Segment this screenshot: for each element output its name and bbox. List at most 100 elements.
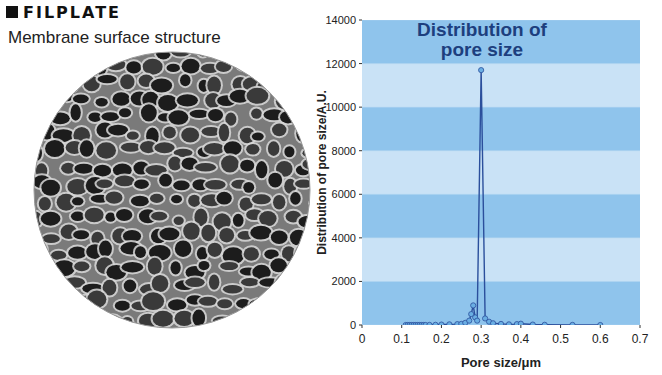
- pore-rim: [37, 265, 58, 281]
- pore: [276, 93, 295, 109]
- grid-line: [362, 150, 640, 151]
- pore: [284, 146, 294, 157]
- pore: [195, 163, 216, 172]
- pore-rim: [269, 228, 290, 246]
- pore-rim: [125, 130, 141, 142]
- point: [439, 322, 444, 325]
- pore: [252, 132, 264, 140]
- pore-rim: [319, 70, 337, 91]
- pore-rim: [207, 273, 221, 292]
- pore: [233, 214, 244, 227]
- pore-rim: [319, 290, 340, 309]
- pore: [36, 72, 47, 89]
- pore-rim: [94, 140, 118, 160]
- x-axis-label: Pore size/μm: [461, 355, 541, 370]
- grid-band: [362, 20, 640, 64]
- pore: [121, 143, 141, 152]
- pore: [158, 95, 178, 111]
- pore-rim: [276, 74, 299, 96]
- pore: [210, 42, 228, 53]
- pore: [185, 278, 204, 288]
- pore-rim: [311, 276, 331, 292]
- pore: [300, 40, 316, 55]
- x-tick-label: 0.1: [393, 332, 410, 346]
- pore-rim: [179, 125, 201, 144]
- pore-rim: [169, 193, 184, 205]
- pore: [321, 292, 338, 307]
- pore-rim: [59, 57, 76, 77]
- pore-rim: [72, 162, 95, 176]
- pore-rim: [293, 243, 313, 263]
- y-tick-label: 0: [350, 319, 356, 331]
- pore-rim: [158, 226, 182, 243]
- pore: [307, 57, 318, 66]
- point: [518, 321, 523, 325]
- pore: [71, 104, 81, 120]
- y-tick-label: 14000: [325, 14, 356, 26]
- pore-rim: [171, 179, 192, 193]
- pore-rim: [310, 257, 326, 275]
- pore: [244, 247, 259, 260]
- grid-band: [362, 107, 640, 151]
- pore-rim: [168, 259, 182, 276]
- pore-rim: [295, 55, 309, 73]
- pore-rim: [269, 295, 295, 311]
- x-tick-label: 0.7: [632, 332, 649, 346]
- pore: [268, 173, 282, 188]
- pore-rim: [148, 192, 166, 205]
- pore-rim: [249, 106, 264, 120]
- pore: [313, 278, 329, 290]
- pore-rim: [120, 260, 146, 274]
- sem-border: [34, 52, 310, 328]
- point: [475, 318, 480, 323]
- pore: [254, 62, 272, 75]
- sem-image: [24, 35, 349, 333]
- pore-rim: [120, 315, 134, 328]
- y-tick-label: 6000: [332, 188, 356, 200]
- pore: [54, 73, 67, 87]
- pore: [150, 194, 164, 203]
- series-line: [406, 70, 601, 325]
- pore: [276, 274, 297, 291]
- plot-bg: [362, 20, 640, 325]
- point: [570, 322, 575, 325]
- point: [479, 68, 484, 73]
- pore-rim: [240, 39, 262, 51]
- pore: [220, 262, 238, 270]
- pore-rim: [71, 228, 91, 241]
- pore-rim: [151, 309, 176, 329]
- title-line: pore size: [441, 39, 523, 60]
- pore-rim: [85, 289, 108, 310]
- pore: [74, 262, 89, 272]
- point: [530, 322, 535, 325]
- pore-rim: [294, 289, 310, 310]
- pore-rim: [104, 190, 125, 206]
- pore: [153, 311, 174, 327]
- pore: [116, 209, 132, 221]
- x-tick-label: 0: [359, 332, 366, 346]
- pore-rim: [266, 171, 284, 190]
- x-tick-label: 0.4: [513, 332, 530, 346]
- pore: [85, 208, 104, 223]
- pore: [141, 104, 157, 121]
- pore: [47, 38, 68, 53]
- pore: [61, 59, 74, 75]
- pore: [73, 95, 89, 104]
- pore-rim: [64, 40, 88, 54]
- pore: [108, 125, 128, 136]
- pore-rim: [52, 71, 69, 89]
- pore: [173, 181, 190, 191]
- pore-rim: [217, 226, 236, 244]
- pore: [174, 217, 184, 225]
- pore: [53, 260, 75, 276]
- pore: [180, 74, 191, 86]
- x-tick: [441, 325, 442, 328]
- pore: [119, 108, 131, 117]
- pore: [273, 195, 285, 210]
- pore-rim: [266, 139, 281, 158]
- pore-rim: [242, 245, 261, 262]
- caption: Membrane surface structure: [8, 28, 221, 47]
- title-line: Distribution of: [417, 19, 547, 40]
- pore-rim: [208, 40, 230, 55]
- series: [403, 68, 603, 325]
